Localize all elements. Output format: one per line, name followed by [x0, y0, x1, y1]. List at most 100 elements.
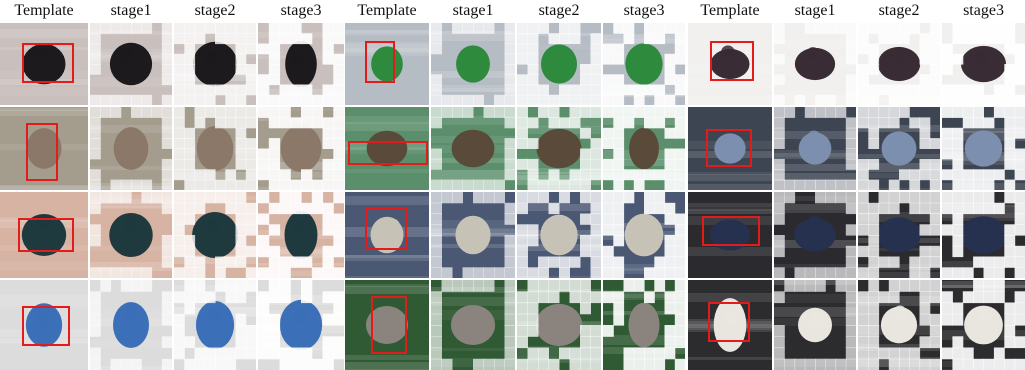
stage3-image [258, 107, 344, 190]
toy-bird-figure-shape [877, 46, 921, 82]
header-stage1: stage1 [794, 2, 836, 19]
deer-shape [535, 303, 583, 347]
blue-butterfly-shape [279, 299, 323, 351]
tiger-on-tracks-shape [794, 218, 836, 252]
template-bounding-box [348, 141, 428, 165]
stage1-image [774, 23, 856, 105]
header-template: Template [700, 2, 760, 19]
template-image [688, 23, 772, 105]
stage1-image [774, 107, 856, 190]
header-stage1: stage1 [110, 2, 152, 19]
template-bounding-box [22, 43, 74, 83]
hummingbird-shape [109, 212, 153, 258]
template-image [345, 23, 429, 105]
hummingbird-shape [192, 211, 238, 259]
stage2-image [517, 107, 601, 190]
template-image [345, 280, 429, 370]
template-image [688, 192, 772, 278]
template-image [0, 192, 88, 278]
header-stage2: stage2 [878, 2, 920, 19]
stage1-image [90, 192, 172, 278]
penguin-shape [196, 126, 234, 171]
stage2-image [858, 23, 940, 105]
black-dog-on-sled-shape [192, 41, 238, 87]
template-image [0, 107, 88, 190]
blue-butterfly-shape [113, 302, 149, 348]
stage3-image [258, 23, 344, 105]
template-bounding-box [706, 129, 752, 167]
black-dog-on-sled-shape [22, 43, 66, 85]
template-image [345, 192, 429, 278]
white-bird-in-flight-shape [964, 305, 1003, 345]
stage1-image [431, 23, 515, 105]
hummingbird-shape [21, 214, 67, 256]
toy-bird-figure-shape [710, 48, 750, 80]
template-image [0, 23, 88, 105]
stage3-image [603, 280, 685, 370]
stage3-image [258, 192, 344, 278]
stage2-image [858, 280, 940, 370]
stage1-image [431, 192, 515, 278]
toy-bird-figure-shape [960, 45, 1007, 83]
tiger-on-tracks-shape [877, 217, 921, 253]
template-bounding-box [365, 41, 395, 83]
tiger-shape [964, 130, 1003, 167]
stage1-image [90, 280, 172, 370]
black-dog-on-sled-shape [109, 42, 153, 86]
template-image [688, 280, 772, 370]
white-bird-in-flight-shape [880, 306, 918, 344]
header-stage3: stage3 [623, 2, 665, 19]
white-bird-in-flight-shape [713, 298, 747, 352]
stage2-image [174, 23, 256, 105]
template-bounding-box [708, 302, 750, 342]
stage2-image [174, 107, 256, 190]
stage3-image [942, 23, 1025, 105]
stage3-image [942, 280, 1025, 370]
stage1-image [431, 107, 515, 190]
template-bounding-box [22, 306, 70, 346]
stage2-image [517, 192, 601, 278]
template-bounding-box [371, 296, 407, 354]
header-template: Template [14, 2, 74, 19]
stage3-image [603, 23, 685, 105]
header-stage3: stage3 [280, 2, 322, 19]
stage2-image [174, 280, 256, 370]
header-stage2: stage2 [194, 2, 236, 19]
caterpillar-on-branch-shape [451, 129, 495, 168]
deer-shape [450, 304, 496, 346]
quail-shape [540, 214, 578, 256]
stage3-image [258, 280, 344, 370]
header-stage3: stage3 [963, 2, 1004, 19]
header-stage2: stage2 [538, 2, 580, 19]
stage1-image [774, 280, 856, 370]
template-bounding-box [18, 218, 74, 252]
tiger-on-tracks-shape [960, 216, 1007, 254]
stage3-image [942, 192, 1025, 278]
toy-bird-figure-shape [794, 47, 836, 81]
stage2-image [517, 280, 601, 370]
stage2-image [858, 107, 940, 190]
template-image [345, 107, 429, 190]
template-bounding-box [365, 208, 407, 250]
stage1-image [90, 107, 172, 190]
header-stage1: stage1 [452, 2, 494, 19]
stage2-image [517, 23, 601, 105]
stage1-image [90, 23, 172, 105]
hummingbird-shape [284, 210, 318, 260]
template-bounding-box [710, 41, 754, 81]
stage1-image [431, 280, 515, 370]
template-bounding-box [702, 216, 760, 246]
stage1-image [774, 192, 856, 278]
blue-butterfly-shape [195, 301, 235, 349]
template-bounding-box [26, 123, 58, 181]
stage3-image [603, 107, 685, 190]
header-template: Template [357, 2, 417, 19]
template-image [0, 280, 88, 370]
tiger-shape [798, 132, 832, 165]
stage3-image [603, 192, 685, 278]
tiger-shape [881, 131, 917, 166]
stage2-image [858, 192, 940, 278]
stage2-image [174, 192, 256, 278]
template-image [688, 107, 772, 190]
